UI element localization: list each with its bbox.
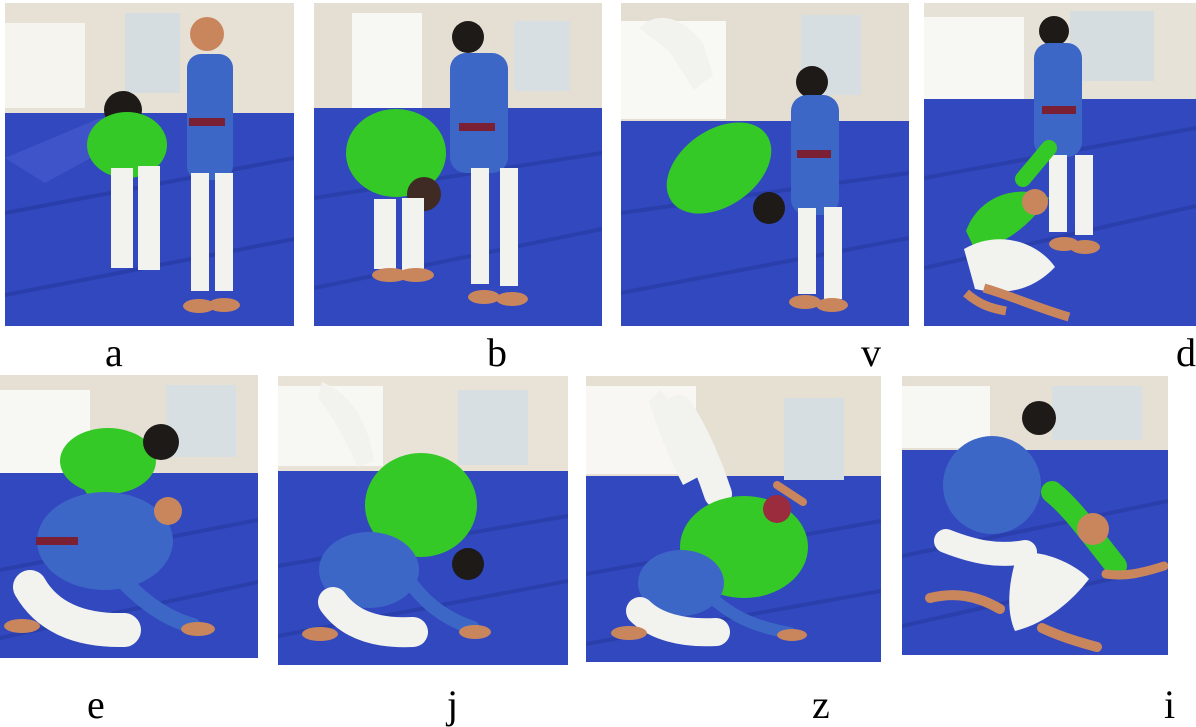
photo-b [314,3,602,326]
photo-d [924,3,1196,326]
label-a: a [105,330,123,375]
photo-e [0,375,258,658]
photo-frame-v [621,3,909,326]
photo-frame-i [902,376,1168,655]
photo-j [278,376,568,665]
photo-frame-b [314,3,602,326]
label-z: z [812,682,830,727]
photo-frame-e [0,375,258,658]
label-b: b [487,330,507,375]
photo-frame-z [586,376,881,662]
photo-frame-a [5,3,294,326]
label-e: e [87,682,105,727]
label-v: v [861,330,881,375]
photo-a [5,3,294,326]
photo-frame-j [278,376,568,665]
photo-z [586,376,881,662]
label-i: i [1164,682,1176,727]
label-d: d [1176,330,1196,375]
photo-frame-d [924,3,1196,326]
label-j: j [447,682,459,727]
photo-i [902,376,1168,655]
photo-v [621,3,909,326]
